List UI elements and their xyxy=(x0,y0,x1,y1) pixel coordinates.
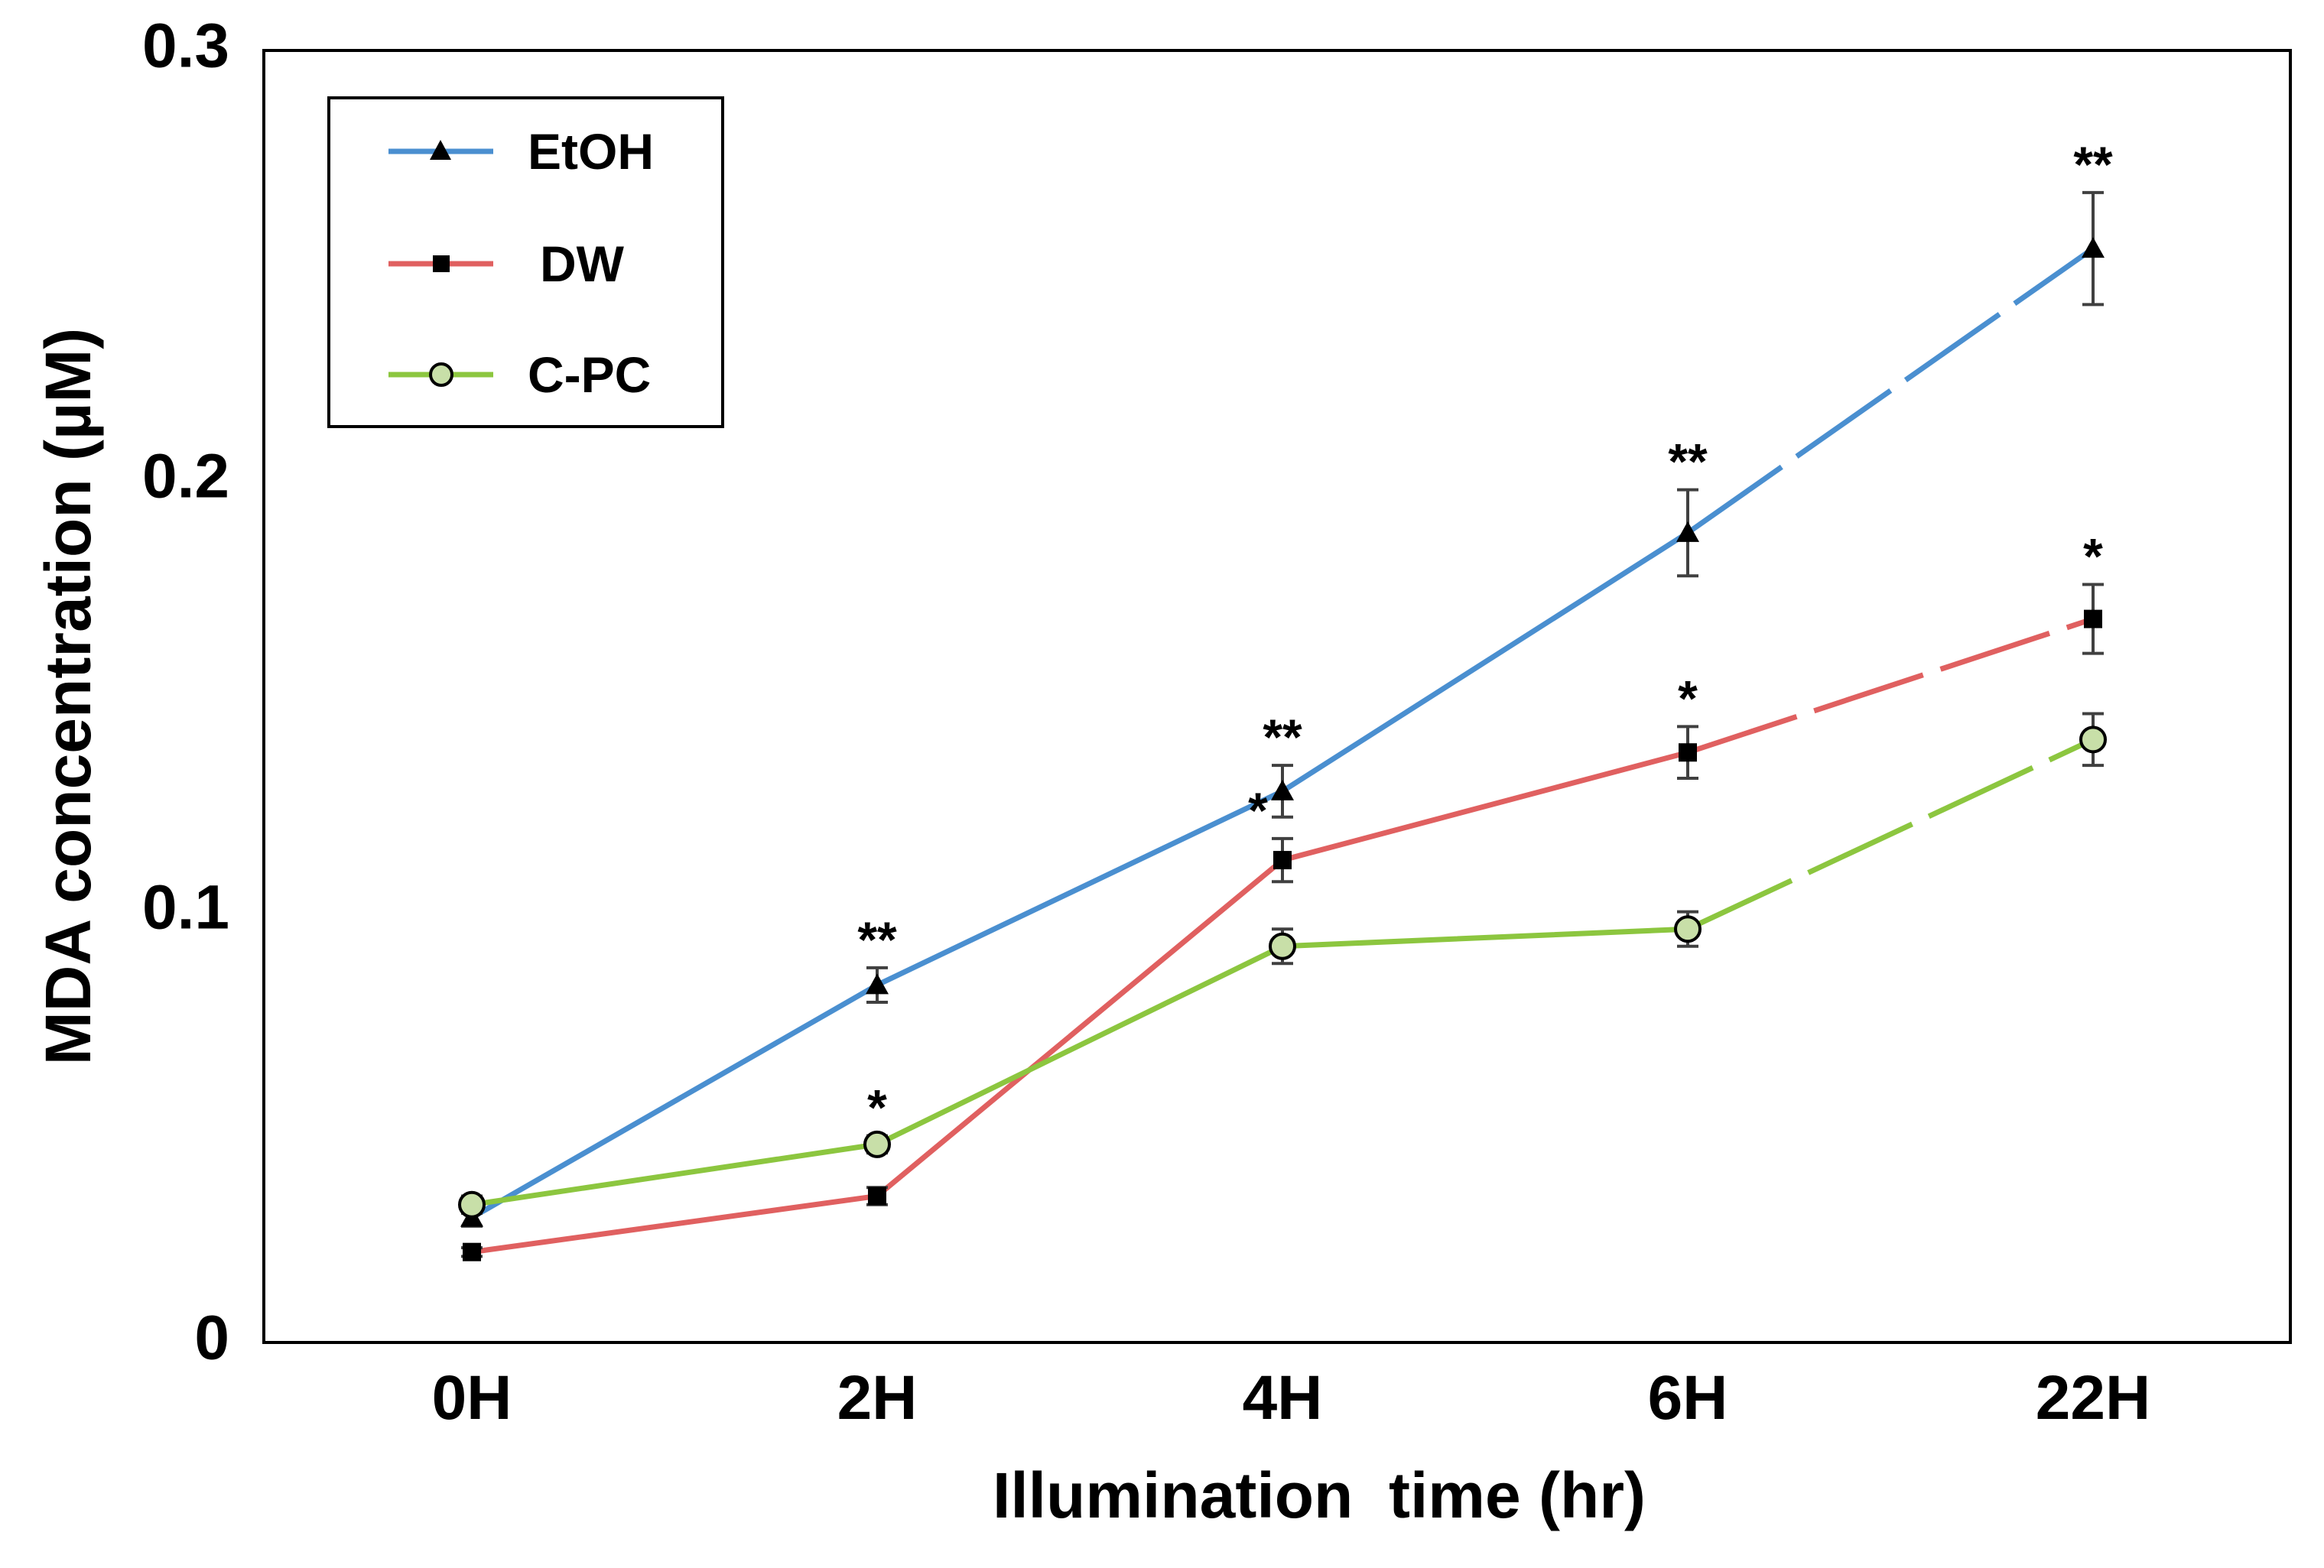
significance-label-dw-4: * xyxy=(2083,528,2103,585)
data-point-dw-0 xyxy=(463,1242,481,1261)
series-layer: ************ xyxy=(458,136,2113,1261)
series-dashed-segment-etoh xyxy=(1685,246,2095,535)
legend-item-dw: DW xyxy=(388,235,625,292)
circle-marker-icon xyxy=(429,362,453,387)
data-point-c-pc-4 xyxy=(2079,726,2107,754)
data-point-dw-1 xyxy=(868,1187,886,1206)
series-dw: *** xyxy=(461,528,2104,1261)
y-tick-label-2: 0.2 xyxy=(142,442,229,511)
triangle-marker-icon xyxy=(430,140,451,160)
data-point-etoh-3 xyxy=(1676,521,1699,542)
data-point-etoh-2 xyxy=(1271,779,1294,800)
data-point-c-pc-1 xyxy=(863,1130,891,1158)
significance-label-etoh-2: ** xyxy=(1263,709,1302,765)
x-tick-label-3: 6H xyxy=(1648,1363,1728,1433)
x-tick-label-2: 4H xyxy=(1243,1363,1323,1433)
legend-item-etoh: EtOH xyxy=(388,123,654,180)
y-tick-label-0: 0 xyxy=(194,1303,229,1373)
legend-label-etoh: EtOH xyxy=(528,123,654,180)
data-point-c-pc-2 xyxy=(1269,932,1296,960)
x-tick-label-1: 2H xyxy=(837,1363,918,1433)
data-point-dw-2 xyxy=(1273,851,1292,870)
significance-label-etoh-3: ** xyxy=(1668,433,1708,490)
series-c-pc: * xyxy=(458,712,2107,1219)
series-etoh: ******** xyxy=(460,136,2113,1228)
data-point-c-pc-3 xyxy=(1674,915,1702,943)
series-dashed-segment-c-pc xyxy=(1686,737,2095,932)
legend-label-cpc: C-PC xyxy=(528,346,651,403)
significance-label-dw-2: * xyxy=(1248,782,1268,839)
legend-item-cpc: C-PC xyxy=(388,346,651,403)
x-axis-title: Illumination time (hr) xyxy=(993,1459,1646,1531)
data-point-dw-4 xyxy=(2084,609,2102,628)
legend: EtOH DW C-PC xyxy=(327,96,724,428)
y-axis: 0 0.1 0.2 0.3 xyxy=(142,11,229,1373)
y-tick-label-1: 0.1 xyxy=(142,873,229,943)
significance-label-etoh-1: ** xyxy=(857,911,897,968)
data-point-dw-3 xyxy=(1679,743,1697,762)
legend-box xyxy=(327,96,724,428)
plot-area-frame xyxy=(262,49,2292,1344)
data-point-etoh-4 xyxy=(2082,237,2105,258)
series-dashed-segment-dw xyxy=(1686,616,2095,755)
x-axis: 0H 2H 4H 6H 22H xyxy=(432,1363,2151,1433)
y-tick-label-3: 0.3 xyxy=(142,11,229,81)
significance-label-dw-3: * xyxy=(1678,670,1698,726)
series-line-dw xyxy=(471,749,1689,1255)
y-axis-title: MDA concentration (µM) xyxy=(32,328,104,1066)
series-line-c-pc xyxy=(471,926,1689,1208)
data-point-c-pc-0 xyxy=(458,1190,486,1219)
legend-label-dw: DW xyxy=(540,235,625,292)
x-tick-label-0: 0H xyxy=(432,1363,512,1433)
data-point-etoh-1 xyxy=(866,973,889,995)
square-marker-icon xyxy=(433,255,450,272)
significance-label-c-pc-1: * xyxy=(867,1079,887,1136)
x-tick-label-4: 22H xyxy=(2036,1363,2150,1433)
significance-label-etoh-4: ** xyxy=(2073,136,2113,193)
series-line-etoh xyxy=(470,530,1689,1220)
